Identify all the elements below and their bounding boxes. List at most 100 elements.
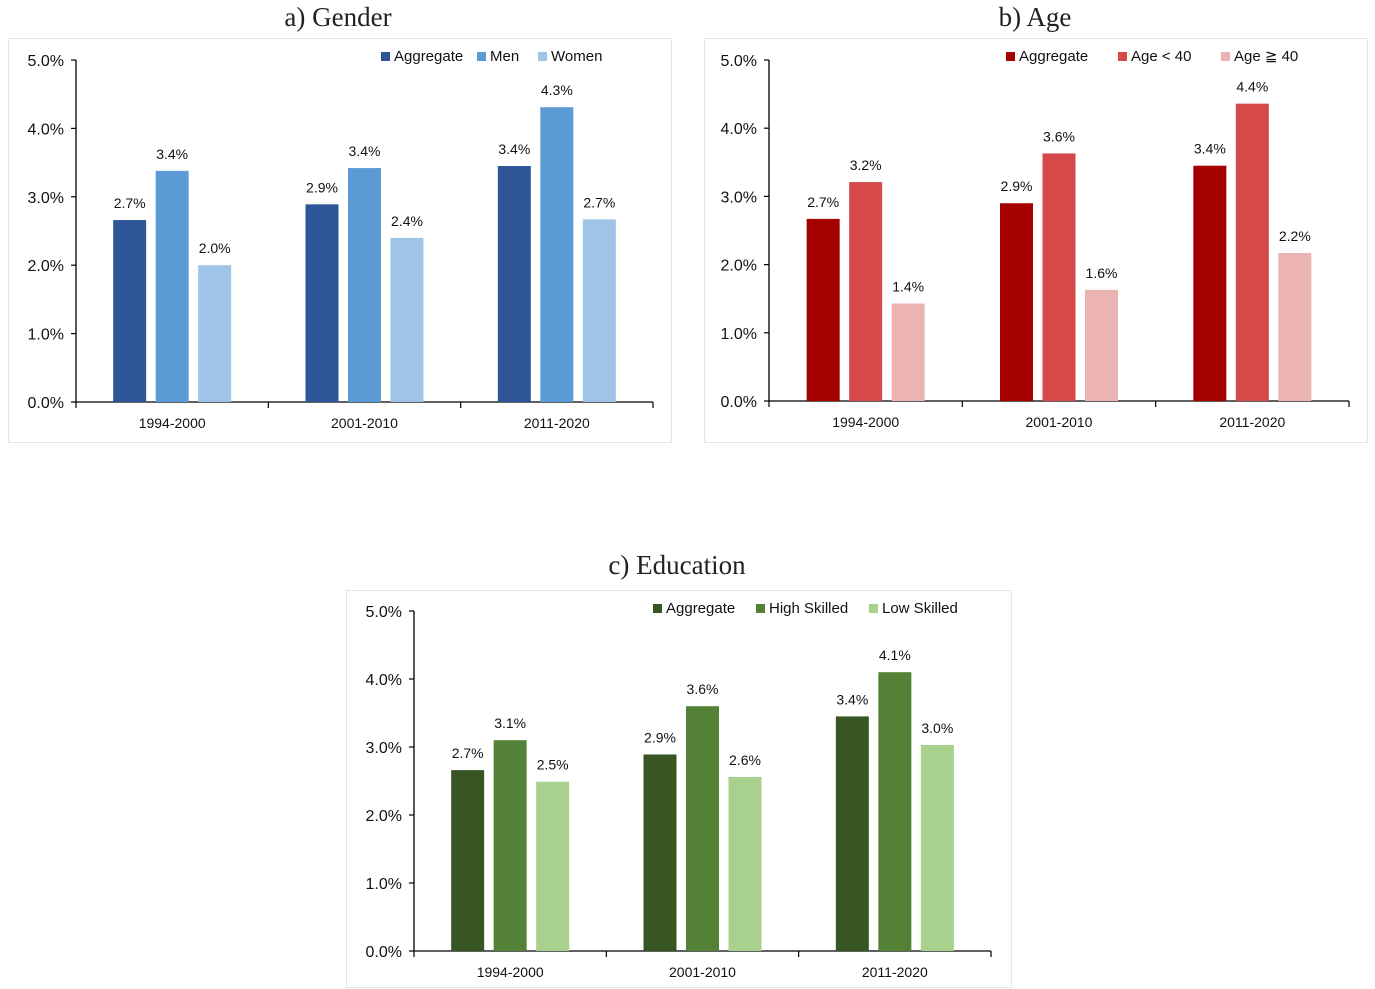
age-y-tick-label: 0.0% <box>721 394 757 411</box>
age-legend-swatch <box>1118 52 1127 61</box>
gender-y-tick-label: 0.0% <box>28 395 64 412</box>
age-legend-swatch <box>1006 52 1015 61</box>
gender-legend-label: Aggregate <box>394 48 463 65</box>
education-y-tick-label: 4.0% <box>366 672 402 689</box>
education-bar <box>493 740 527 951</box>
gender-data-label: 2.4% <box>391 213 423 229</box>
chart-age: 0.0% 1.0% 2.0% 3.0% 4.0% 5.0% 1994-2000 2.7% 3.2… <box>704 38 1368 443</box>
age-y-tick-label: 1.0% <box>721 326 757 343</box>
education-data-label: 2.6% <box>729 752 761 768</box>
age-x-tick-label: 2001-2010 <box>1026 414 1093 430</box>
panel-title-gender: a) Gender <box>284 2 392 32</box>
age-data-label: 3.6% <box>1043 128 1075 144</box>
age-x-tick-label: 2011-2020 <box>1219 414 1285 430</box>
gender-bar <box>113 220 147 402</box>
education-bar <box>536 781 570 951</box>
chart-gender-svg: 0.0% 1.0% 2.0% 3.0% 4.0% 5.0% 1994-2000 2.7% 3.4… <box>28 48 654 431</box>
age-legend-label: Aggregate <box>1019 48 1088 65</box>
chart-education: 0.0% 1.0% 2.0% 3.0% 4.0% 5.0% 1994-2000 2.7% 3.1… <box>346 590 1012 988</box>
gender-data-label: 2.7% <box>583 194 615 210</box>
gender-bar <box>582 219 616 402</box>
education-legend-swatch <box>653 604 662 613</box>
gender-y-tick-label: 1.0% <box>28 327 64 344</box>
education-x-tick-label: 2001-2010 <box>669 964 736 980</box>
education-x-tick-label: 2011-2020 <box>862 964 928 980</box>
education-bar <box>835 716 869 951</box>
age-bar <box>806 218 840 401</box>
gender-data-label: 2.9% <box>306 179 338 195</box>
gender-data-label: 3.4% <box>349 143 381 159</box>
gender-data-label: 3.4% <box>498 141 530 157</box>
gender-legend-label: Men <box>490 48 519 65</box>
gender-x-tick-label: 2001-2010 <box>331 415 398 431</box>
education-data-label: 2.9% <box>644 729 676 745</box>
gender-bar <box>305 204 339 402</box>
education-data-label: 4.1% <box>879 647 911 663</box>
gender-y-tick-label: 4.0% <box>28 121 64 138</box>
gender-legend-swatch <box>538 52 547 61</box>
panel-title-education: c) Education <box>608 550 746 580</box>
age-data-label: 2.7% <box>807 194 839 210</box>
chart-education-svg: 0.0% 1.0% 2.0% 3.0% 4.0% 5.0% 1994-2000 2.7% 3.1… <box>366 600 992 980</box>
education-y-tick-label: 0.0% <box>366 944 402 961</box>
age-bar <box>1000 203 1033 401</box>
age-legend-label: Age < 40 <box>1131 48 1191 65</box>
age-data-label: 1.6% <box>1086 265 1118 281</box>
age-y-tick-label: 2.0% <box>721 258 757 275</box>
age-legend-swatch <box>1221 52 1230 61</box>
age-bar <box>1235 103 1269 401</box>
gender-data-label: 2.0% <box>199 240 231 256</box>
education-bar <box>728 776 762 951</box>
gender-data-label: 2.7% <box>114 195 146 211</box>
age-bar <box>1193 165 1227 401</box>
gender-y-tick-label: 3.0% <box>28 190 64 207</box>
education-x-tick-label: 1994-2000 <box>477 964 544 980</box>
education-y-tick-label: 2.0% <box>366 808 402 825</box>
age-data-label: 2.9% <box>1001 178 1033 194</box>
education-bar <box>643 754 677 951</box>
education-data-label: 2.7% <box>452 745 484 761</box>
chart-age-svg: 0.0% 1.0% 2.0% 3.0% 4.0% 5.0% 1994-2000 2.7% 3.2… <box>721 48 1350 430</box>
education-data-label: 3.0% <box>921 720 953 736</box>
gender-bar <box>390 237 424 402</box>
age-bar <box>1042 153 1076 401</box>
gender-legend-swatch <box>477 52 486 61</box>
education-data-label: 3.4% <box>836 691 868 707</box>
education-bar <box>920 744 954 951</box>
gender-data-label: 3.4% <box>156 146 188 162</box>
age-data-label: 3.4% <box>1194 141 1226 157</box>
gender-bar <box>348 168 381 402</box>
age-legend-label: Age ≧ 40 <box>1234 48 1298 65</box>
age-y-tick-label: 5.0% <box>721 53 757 70</box>
age-y-tick-label: 4.0% <box>721 121 757 138</box>
education-bar <box>878 672 912 951</box>
gender-legend-label: Women <box>551 48 602 65</box>
age-data-label: 3.2% <box>850 157 882 173</box>
education-y-tick-label: 3.0% <box>366 740 402 757</box>
gender-bar <box>540 107 574 403</box>
age-y-tick-label: 3.0% <box>721 189 757 206</box>
education-bar <box>451 770 485 951</box>
age-bar <box>1085 289 1118 401</box>
gender-y-tick-label: 2.0% <box>28 258 64 275</box>
age-data-label: 2.2% <box>1279 228 1311 244</box>
education-data-label: 3.6% <box>687 681 719 697</box>
age-data-label: 1.4% <box>892 278 924 294</box>
gender-bar <box>198 265 232 402</box>
gender-x-tick-label: 2011-2020 <box>524 415 590 431</box>
education-bar <box>686 706 719 951</box>
education-legend-label: Aggregate <box>666 600 735 617</box>
education-legend-label: Low Skilled <box>882 600 958 617</box>
gender-x-tick-label: 1994-2000 <box>139 415 206 431</box>
education-y-tick-label: 5.0% <box>366 604 402 621</box>
age-data-label: 4.4% <box>1236 79 1268 95</box>
age-x-tick-label: 1994-2000 <box>832 414 899 430</box>
gender-bar <box>497 166 531 402</box>
gender-legend-swatch <box>381 52 390 61</box>
gender-bar <box>155 170 189 402</box>
age-bar <box>849 182 883 401</box>
chart-gender: 0.0% 1.0% 2.0% 3.0% 4.0% 5.0% 1994-2000 2.7% 3.4… <box>8 38 672 443</box>
education-data-label: 2.5% <box>537 757 569 773</box>
age-bar <box>891 303 925 401</box>
education-legend-swatch <box>869 604 878 613</box>
